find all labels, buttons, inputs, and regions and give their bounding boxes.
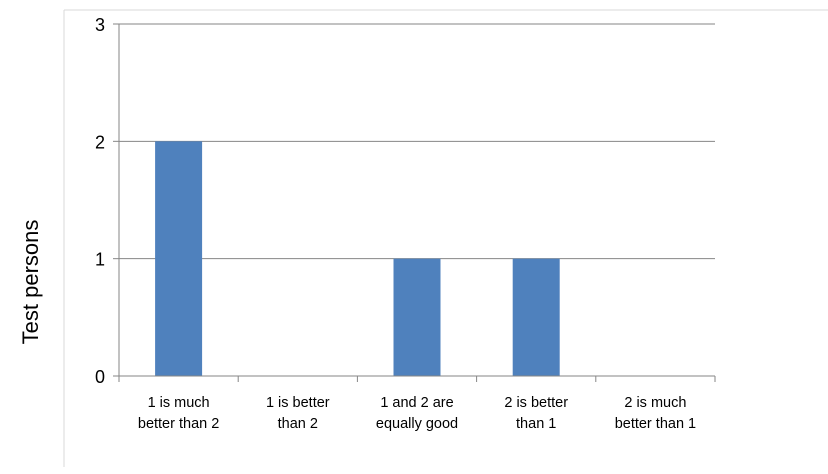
x-tick-label: 1 and 2 are equally good	[376, 395, 458, 432]
x-tick-label: 2 is better than 1	[504, 395, 568, 432]
y-tick-label: 1	[95, 250, 105, 270]
y-tick-label: 3	[95, 15, 105, 35]
bar	[393, 258, 441, 376]
bar	[512, 258, 560, 376]
y-tick-label: 2	[95, 132, 105, 152]
x-tick-label: 1 is much better than 2	[138, 395, 219, 432]
y-tick-label: 0	[95, 367, 105, 387]
bar	[155, 141, 203, 376]
y-axis-title: Test persons	[18, 220, 43, 345]
x-tick-label: 2 is much better than 1	[615, 395, 696, 432]
x-tick-label: 1 is better than 2	[266, 395, 330, 432]
